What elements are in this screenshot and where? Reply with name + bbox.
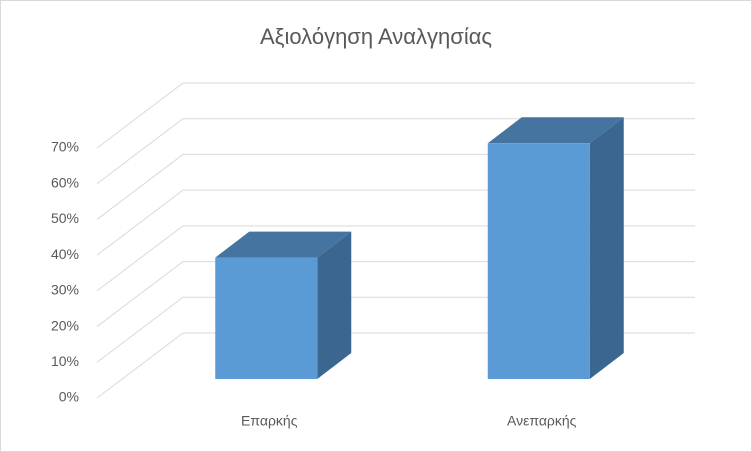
- y-tick-label: 30%: [51, 282, 79, 298]
- chart-title: Αξιολόγηση Αναλγησίας: [260, 24, 492, 49]
- bar-top: [215, 231, 352, 258]
- bar-top: [487, 117, 624, 144]
- y-tick-label: 10%: [51, 353, 79, 369]
- grid-line: [96, 82, 695, 149]
- bar: [487, 143, 590, 379]
- bar-side: [589, 117, 624, 380]
- y-tick-label: 40%: [51, 246, 79, 262]
- x-tick-label: Ανεπαρκής: [507, 413, 577, 429]
- bar-side: [317, 231, 352, 379]
- y-tick-label: 60%: [51, 174, 79, 190]
- y-tick-label: 0%: [59, 389, 79, 405]
- bar: [215, 257, 318, 379]
- x-tick-label: Επαρκής: [241, 413, 298, 429]
- y-tick-label: 20%: [51, 317, 79, 333]
- y-tick-label: 70%: [51, 139, 79, 155]
- y-tick-label: 50%: [51, 210, 79, 226]
